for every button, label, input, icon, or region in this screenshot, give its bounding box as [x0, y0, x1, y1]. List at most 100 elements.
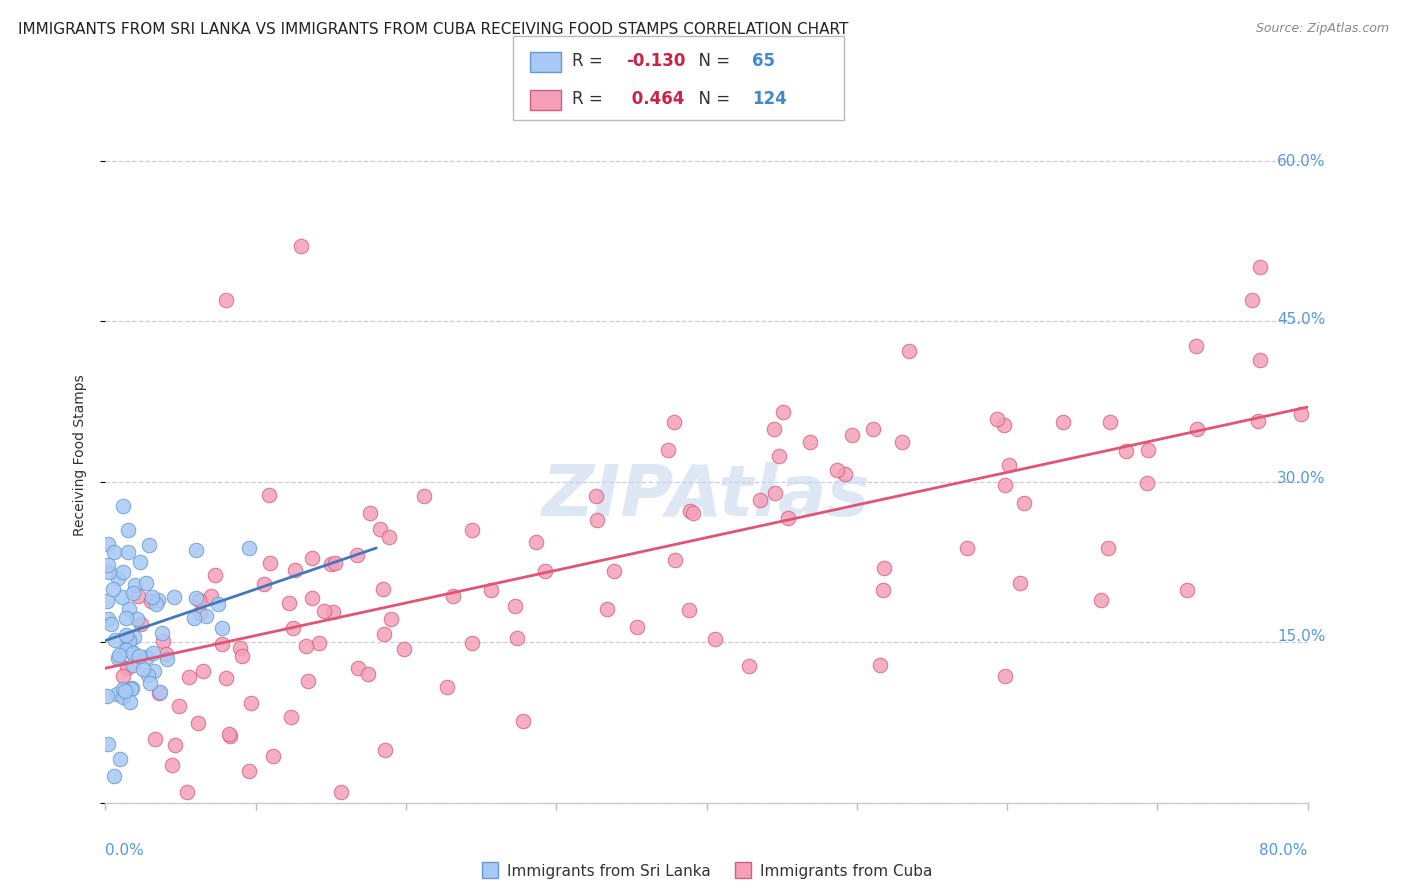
Point: [993, 570, 1015, 584]
Point: [167, 532, 190, 546]
Point: [186, 595, 208, 609]
Point: [1209, 409, 1232, 424]
Point: [194, 605, 217, 619]
Point: [423, 606, 446, 620]
Point: [202, 642, 225, 657]
Point: [422, 524, 444, 539]
Point: [287, 633, 309, 648]
Point: [378, 776, 401, 790]
Point: [474, 673, 496, 687]
Point: [176, 680, 198, 694]
Point: [675, 438, 697, 452]
Point: [204, 661, 226, 675]
Point: [194, 583, 217, 598]
Point: [209, 723, 232, 738]
Point: [610, 508, 633, 522]
Text: 0.464: 0.464: [626, 90, 685, 108]
Point: [167, 729, 190, 743]
Point: [997, 491, 1019, 506]
Point: [1076, 411, 1098, 425]
Point: [267, 591, 290, 605]
Point: [886, 431, 908, 445]
Point: [371, 599, 394, 613]
Point: [190, 650, 212, 665]
Text: N =: N =: [688, 90, 735, 108]
Point: [195, 642, 218, 657]
Point: [195, 549, 218, 563]
Point: [352, 585, 374, 599]
Point: [697, 500, 720, 515]
Point: [186, 540, 208, 554]
Point: [841, 423, 863, 437]
Point: [183, 604, 205, 618]
Point: [1204, 290, 1226, 304]
Point: [246, 537, 269, 551]
Point: [239, 776, 262, 790]
Point: [758, 488, 780, 502]
Text: R =: R =: [572, 90, 609, 108]
Point: [190, 639, 212, 653]
Point: [827, 458, 849, 473]
Point: [228, 730, 250, 744]
Text: 65: 65: [752, 52, 775, 70]
Point: [496, 517, 519, 532]
Legend: Immigrants from Sri Lanka, Immigrants from Cuba: Immigrants from Sri Lanka, Immigrants fr…: [489, 847, 952, 876]
Point: [187, 637, 209, 651]
Point: [245, 605, 267, 619]
Text: ZIPAtlas: ZIPAtlas: [557, 458, 884, 526]
Point: [980, 474, 1002, 488]
Y-axis label: Receiving Food Stamps: Receiving Food Stamps: [73, 369, 87, 532]
Point: [217, 620, 239, 634]
Point: [681, 547, 703, 561]
Text: -0.130: -0.130: [626, 52, 685, 70]
Point: [212, 679, 235, 693]
Point: [368, 550, 391, 565]
Point: [980, 661, 1002, 675]
Point: [316, 741, 339, 756]
Point: [342, 237, 364, 252]
Point: [609, 483, 631, 498]
Point: [1073, 535, 1095, 549]
Point: [288, 641, 311, 656]
Point: [177, 744, 200, 758]
Point: [479, 583, 502, 598]
Point: [352, 546, 374, 560]
Point: [183, 636, 205, 650]
Point: [186, 627, 208, 641]
Point: [869, 576, 891, 591]
Point: [225, 749, 247, 764]
Point: [184, 624, 207, 639]
Point: [717, 625, 740, 640]
Point: [226, 583, 249, 598]
Point: [870, 555, 893, 569]
Point: [181, 662, 204, 676]
Point: [183, 677, 205, 691]
Text: 80.0%: 80.0%: [1260, 843, 1308, 858]
Point: [204, 533, 226, 547]
Point: [264, 562, 287, 576]
Point: [973, 409, 995, 423]
Point: [176, 566, 198, 580]
Point: [188, 674, 211, 689]
Point: [249, 708, 271, 723]
Point: [983, 453, 1005, 467]
Point: [562, 558, 585, 573]
Point: [359, 629, 381, 643]
Point: [418, 735, 440, 749]
Point: [1144, 576, 1167, 591]
Point: [186, 624, 208, 639]
Point: [208, 639, 231, 653]
Point: [180, 583, 202, 598]
Point: [394, 654, 416, 668]
Point: [893, 340, 915, 354]
Point: [1212, 350, 1234, 364]
Point: [748, 652, 770, 666]
Point: [1153, 336, 1175, 351]
Point: [191, 623, 214, 637]
Point: [1154, 417, 1177, 432]
Point: [187, 688, 209, 702]
Point: [184, 654, 207, 668]
Point: [173, 625, 195, 640]
Point: [270, 631, 292, 645]
Point: [211, 591, 233, 605]
